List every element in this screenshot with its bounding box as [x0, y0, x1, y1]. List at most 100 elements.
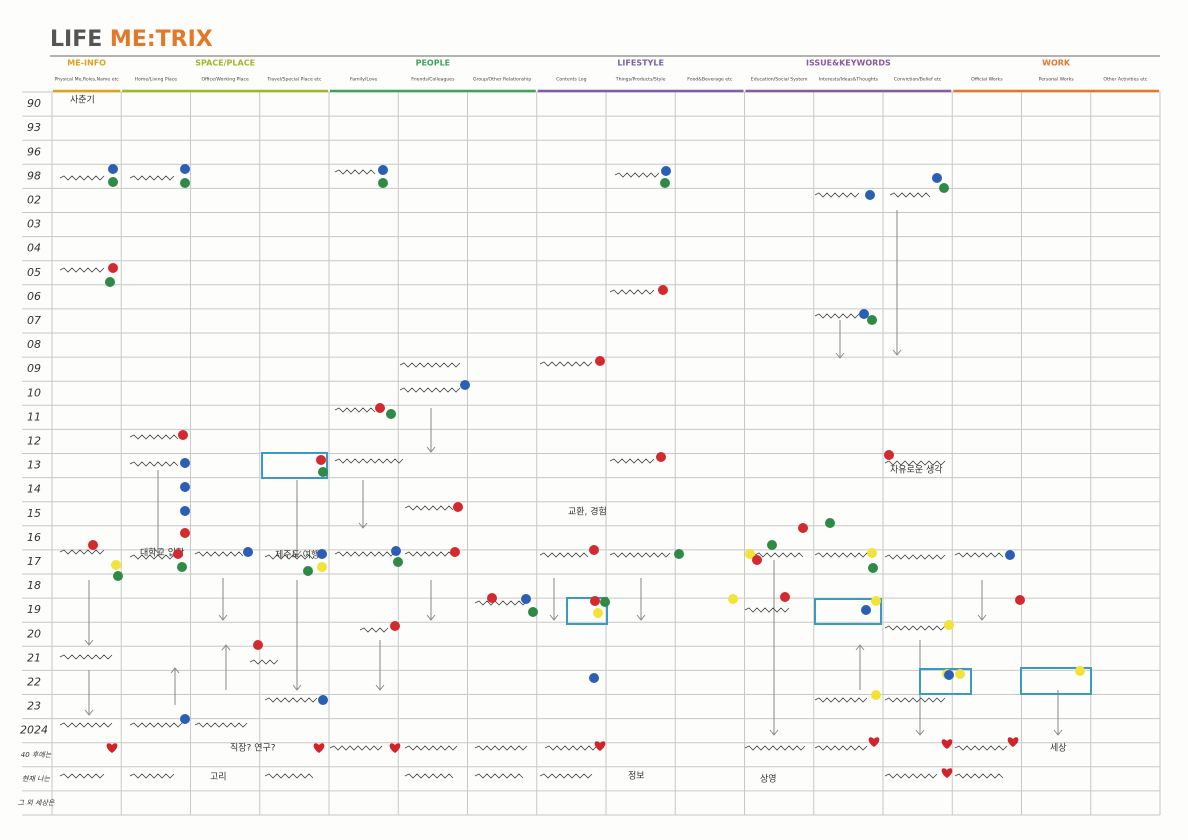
sticker-dot [859, 309, 869, 319]
sticker-dot [1075, 666, 1085, 676]
handwriting [954, 552, 1004, 558]
column-title: Friends/Colleagues [411, 77, 455, 83]
handwriting [609, 552, 671, 558]
handwriting [474, 745, 528, 751]
sticker-dot [460, 380, 470, 390]
sticker-dot [865, 190, 875, 200]
row-label: 04 [27, 242, 41, 255]
handwriting [129, 461, 179, 467]
handwriting [334, 169, 376, 175]
sticker-dot [868, 563, 878, 573]
arrow-head [218, 614, 228, 621]
sticker-dot [932, 173, 942, 183]
sticker-dot [593, 608, 603, 618]
group-title: ME-INFO [67, 59, 106, 68]
group-title: LIFESTYLE [617, 59, 664, 68]
sticker-dot [798, 523, 808, 533]
handwritten-note: 교환, 경험 [568, 506, 607, 518]
sticker-dot [180, 164, 190, 174]
heart-sticker [1007, 737, 1019, 747]
row-label: 08 [27, 338, 41, 351]
column-title: Physical Me,Roles,Name etc [54, 77, 119, 83]
handwritten-note: 제주도 여행 [275, 549, 319, 561]
handwriting [59, 267, 105, 273]
sticker-dot [393, 557, 403, 567]
handwriting [334, 551, 396, 557]
arrow-head [636, 614, 646, 621]
arrow-head [84, 639, 94, 646]
sticker-dot [318, 467, 328, 477]
handwriting [814, 697, 868, 703]
row-label: 22 [27, 675, 41, 688]
sticker-dot [944, 670, 954, 680]
column-title: Office/Working Place [201, 77, 249, 83]
row-label: 21 [27, 651, 41, 664]
handwriting [264, 554, 314, 560]
handwritten-note: 상영 [760, 774, 777, 785]
handwriting [884, 773, 938, 779]
column-title: Personal Works [1039, 77, 1075, 83]
arrow-head [221, 644, 231, 651]
handwriting [59, 722, 113, 728]
sticker-dot [317, 549, 327, 559]
arrow-head [1053, 729, 1063, 736]
sticker-dot [728, 594, 738, 604]
sticker-dot [88, 540, 98, 550]
sticker-dot [674, 549, 684, 559]
handwriting [329, 745, 383, 751]
sticker-dot [108, 164, 118, 174]
heart-sticker [868, 737, 880, 747]
highlight-box [1020, 667, 1092, 695]
sticker-dot [453, 502, 463, 512]
sticker-dot [317, 562, 327, 572]
column-title: Education/Social System [751, 77, 808, 83]
sticker-dot [390, 621, 400, 631]
handwriting [404, 505, 454, 511]
handwriting [129, 175, 175, 181]
highlight-box [919, 668, 972, 695]
sticker-dot [661, 166, 671, 176]
handwritten-note: 대학교 입학 [140, 547, 184, 559]
row-label: 12 [27, 434, 41, 447]
sticker-dot [386, 409, 396, 419]
row-label: 16 [27, 531, 41, 544]
column-title: Conviction/Belief etc [894, 77, 942, 83]
sticker-dot [944, 620, 954, 630]
row-label: 15 [27, 507, 41, 520]
sticker-dot [375, 403, 385, 413]
sticker-dot [867, 315, 877, 325]
row-label: 20 [27, 627, 41, 640]
sticker-dot [391, 546, 401, 556]
handwriting [954, 745, 1008, 751]
arrow-head [170, 667, 180, 674]
handwriting [474, 600, 528, 606]
handwriting [194, 551, 244, 557]
handwriting [59, 175, 105, 181]
sticker-dot [378, 178, 388, 188]
row-label: 09 [27, 362, 41, 375]
handwriting [609, 458, 655, 464]
column-title: Group/Other Relationship [473, 77, 531, 83]
arrow-head [977, 614, 987, 621]
column-title: Interests/Ideas&Thoughts [819, 77, 879, 83]
sticker-dot [528, 607, 538, 617]
row-label: 98 [27, 169, 41, 182]
sticker-dot [487, 593, 497, 603]
arrow-head [769, 729, 779, 736]
column-title: Travel/Special Place etc [266, 77, 322, 83]
handwriting [539, 361, 593, 367]
heart-sticker [941, 739, 953, 749]
highlight-box [566, 597, 608, 625]
row-label: 2024 [20, 724, 48, 737]
handwriting [334, 458, 404, 464]
sticker-dot [589, 673, 599, 683]
handwriting [544, 745, 598, 751]
sticker-dot [316, 455, 326, 465]
arrow-head [855, 644, 865, 651]
row-label: 10 [27, 386, 41, 399]
sticker-dot [303, 566, 313, 576]
sticker-dot [105, 277, 115, 287]
handwriting [539, 773, 593, 779]
sticker-dot [1015, 595, 1025, 605]
handwritten-note: 사춘기 [70, 95, 95, 106]
